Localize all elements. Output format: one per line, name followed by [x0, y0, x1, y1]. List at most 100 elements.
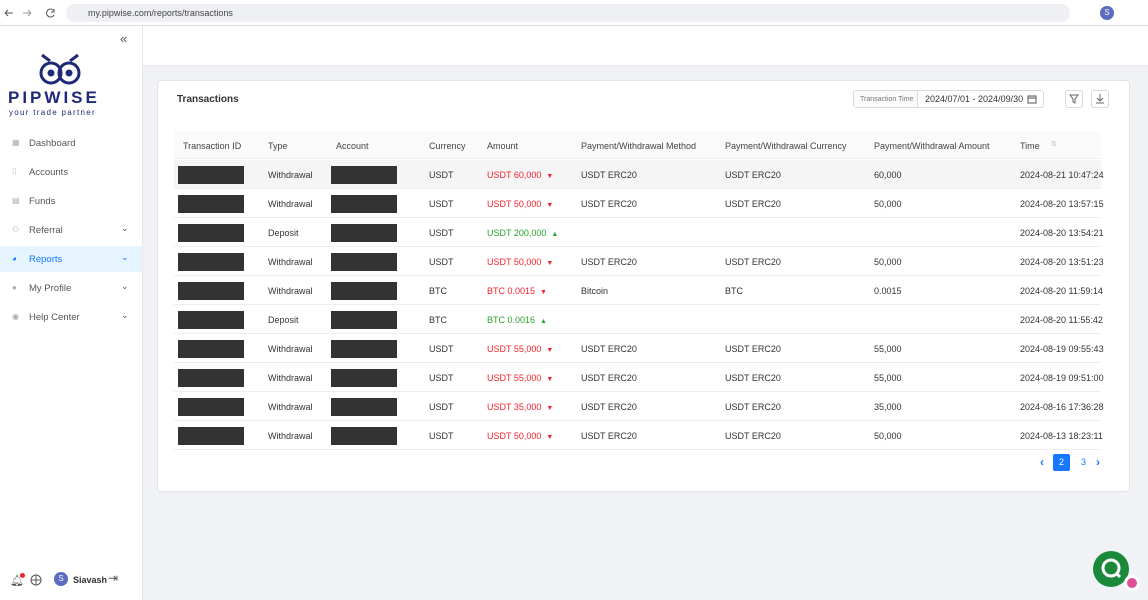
filter-label: Transaction Time [854, 91, 918, 107]
cell-type: Withdrawal [268, 286, 313, 296]
column-header: Time [1020, 141, 1040, 151]
user-name: Siavash [73, 575, 108, 585]
cell-type: Withdrawal [268, 431, 313, 441]
table-row[interactable]: Withdrawal USDT USDT 50,000 ▼ USDT ERC20 USDT… [174, 189, 1104, 218]
cell-method: USDT ERC20 [581, 373, 637, 383]
next-page[interactable]: › [1096, 455, 1100, 469]
trend-arrow: ▼ [546, 173, 554, 180]
nav-label: Help Center [29, 312, 80, 323]
nav-label: Dashboard [29, 138, 76, 149]
nav-chevron: ⌄ [121, 223, 129, 233]
cell-method: USDT ERC20 [581, 170, 637, 180]
nav-label: Accounts [29, 167, 69, 178]
address-bar[interactable]: my.pipwise.com/reports/transactions [66, 4, 1070, 22]
table-row[interactable]: Withdrawal USDT USDT 50,000 ▼ USDT ERC20 USDT… [174, 421, 1103, 450]
cell-type: Withdrawal [268, 344, 313, 354]
cell-amount: USDT 55,000 ▼ [487, 373, 554, 383]
nav-item[interactable]: ▦ Dashboard [0, 130, 142, 156]
nav-chevron: ⌄ [121, 310, 129, 320]
cell-time: 2024-08-21 10:47:24 [1020, 170, 1104, 180]
notification-dot [20, 573, 25, 578]
table-row[interactable]: Withdrawal USDT USDT 55,000 ▼ USDT ERC20 USDT… [174, 334, 1104, 363]
redacted-cell [178, 398, 244, 416]
table-row[interactable]: Deposit USDT USDT 200,000 ▲ 2024-08-20 13:54… [174, 218, 1104, 247]
nav-icon: ⁞⁞ [12, 167, 17, 176]
cell-method: USDT ERC20 [581, 344, 637, 354]
redacted-cell [331, 253, 397, 271]
table-row[interactable]: Deposit BTC BTC 0.0016 ▲ 2024-08-20 11:55:42 [174, 305, 1103, 334]
cell-pay-amount: 50,000 [874, 431, 902, 441]
cell-type: Withdrawal [268, 257, 313, 267]
profile-avatar[interactable]: S [1100, 6, 1114, 20]
redacted-cell [331, 369, 397, 387]
redacted-cell [178, 166, 244, 184]
cell-currency: USDT [429, 228, 454, 238]
nav-item[interactable]: ◉ Help Center ⌄ [0, 304, 142, 330]
cell-type: Withdrawal [268, 373, 313, 383]
cell-amount: USDT 200,000 ▲ [487, 228, 559, 238]
chat-widget[interactable] [1092, 550, 1148, 600]
cell-amount: USDT 50,000 ▼ [487, 431, 554, 441]
language-icon[interactable] [30, 574, 42, 586]
nav-item[interactable]: ▤ Funds [0, 188, 142, 214]
nav-label: Reports [29, 254, 63, 265]
nav-item[interactable]: ● My Profile ⌄ [0, 275, 142, 301]
nav-chevron: ⌄ [121, 281, 129, 291]
table-row[interactable]: Withdrawal USDT USDT 55,000 ▼ USDT ERC20 USDT… [174, 363, 1104, 392]
logo-tagline: your trade partner [9, 108, 96, 117]
trend-arrow: ▼ [546, 260, 554, 267]
redacted-cell [331, 340, 397, 358]
nav-item[interactable]: ⁞⁞ Accounts [0, 159, 142, 185]
cell-pay-currency: USDT ERC20 [725, 373, 781, 383]
trend-arrow: ▼ [546, 347, 554, 354]
cell-pay-amount: 50,000 [874, 257, 902, 267]
redacted-cell [331, 282, 397, 300]
collapse-button[interactable]: « [120, 31, 128, 46]
cell-time: 2024-08-13 18:23:11 [1020, 431, 1103, 441]
browser-nav-icons[interactable] [0, 0, 66, 26]
cell-time: 2024-08-19 09:51:00 [1020, 373, 1104, 383]
cell-method: Bitcoin [581, 286, 609, 296]
redacted-cell [178, 340, 244, 358]
table-row[interactable]: Withdrawal BTC BTC 0.0015 ▼ Bitcoin BTC 0.0015… [174, 276, 1103, 305]
redacted-cell [331, 311, 397, 329]
trend-arrow: ▼ [546, 202, 554, 209]
cell-time: 2024-08-20 11:55:42 [1020, 315, 1103, 325]
cell-pay-currency: USDT ERC20 [725, 402, 781, 412]
date-range: 2024/07/01 - 2024/09/30 [925, 94, 1024, 104]
column-header: Payment/Withdrawal Method [581, 141, 697, 151]
cell-time: 2024-08-20 13:51:23 [1020, 257, 1104, 267]
cell-type: Withdrawal [268, 199, 313, 209]
nav-item[interactable]: ⚇ Referral ⌄ [0, 217, 142, 243]
cell-method: USDT ERC20 [581, 199, 637, 209]
nav-item[interactable]: ◕ Reports ⌄ [0, 246, 142, 272]
redacted-cell [331, 195, 397, 213]
notification-icon[interactable]: 🔔︎ [10, 575, 24, 587]
cell-time: 2024-08-19 09:55:43 [1020, 344, 1104, 354]
nav-label: Funds [29, 196, 56, 207]
filter-button[interactable] [1065, 90, 1083, 108]
nav-label: Referral [29, 225, 63, 236]
top-header [143, 26, 1148, 66]
trend-arrow: ▼ [540, 289, 547, 296]
cell-type: Deposit [268, 228, 299, 238]
cell-pay-amount: 50,000 [874, 199, 902, 209]
date-filter[interactable]: Transaction Time 2024/07/01 - 2024/09/30 [853, 90, 1044, 108]
column-header: Payment/Withdrawal Currency [725, 141, 847, 151]
prev-page[interactable]: ‹ [1040, 455, 1044, 469]
transactions-card: Transactions Transaction Time 2024/07/01… [157, 80, 1130, 492]
page-button[interactable]: 2 [1053, 454, 1070, 471]
page-button[interactable]: 3 [1080, 457, 1086, 467]
sort-icon: ⇅ [1051, 141, 1057, 148]
sidebar: « PIPWISE your trade partner 🔔︎ S Siavas… [0, 26, 143, 600]
cell-amount: USDT 50,000 ▼ [487, 199, 554, 209]
table-row[interactable]: Withdrawal USDT USDT 60,000 ▼ USDT ERC20 USDT… [174, 160, 1104, 189]
cell-type: Withdrawal [268, 170, 313, 180]
column-header: Currency [429, 141, 466, 151]
table-row[interactable]: Withdrawal USDT USDT 35,000 ▼ USDT ERC20 USDT… [174, 392, 1104, 421]
browser-bar: my.pipwise.com/reports/transactions S [0, 0, 1148, 26]
logout-icon[interactable]: ⇥ [108, 571, 119, 585]
table-row[interactable]: Withdrawal USDT USDT 50,000 ▼ USDT ERC20 USDT… [174, 247, 1104, 276]
download-button[interactable] [1091, 90, 1109, 108]
